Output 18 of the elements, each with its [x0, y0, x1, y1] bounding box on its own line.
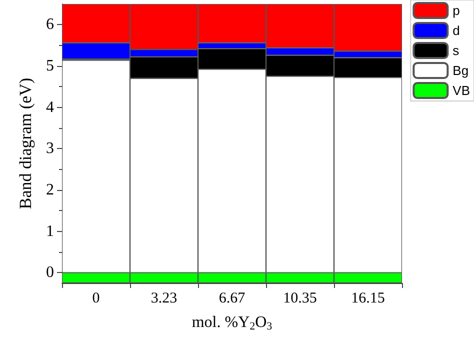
- y-tick-label: 3: [46, 140, 54, 158]
- legend-label: s: [452, 43, 460, 58]
- legend-label: VB: [452, 83, 470, 98]
- x-tick-label: 6.67: [218, 290, 246, 306]
- x-tick-label: 16.15: [351, 290, 385, 306]
- y-tick-label: 1: [46, 222, 54, 240]
- x-tick-label: 10.35: [283, 290, 317, 306]
- legend-label: d: [452, 23, 460, 38]
- x-tick-label: 3.23: [150, 290, 178, 306]
- x-tick-label: 0: [92, 290, 100, 306]
- y-tick-label: 0: [46, 264, 54, 282]
- y-tick-label: 4: [46, 98, 54, 116]
- y-tick-label: 2: [46, 182, 54, 198]
- legend-label: Bg: [452, 63, 469, 78]
- legend-label: p: [452, 3, 460, 18]
- y-tick-label: 6: [46, 16, 54, 34]
- y-tick-label: 5: [46, 58, 54, 74]
- y-axis-title: Band diagram (eV): [16, 78, 35, 210]
